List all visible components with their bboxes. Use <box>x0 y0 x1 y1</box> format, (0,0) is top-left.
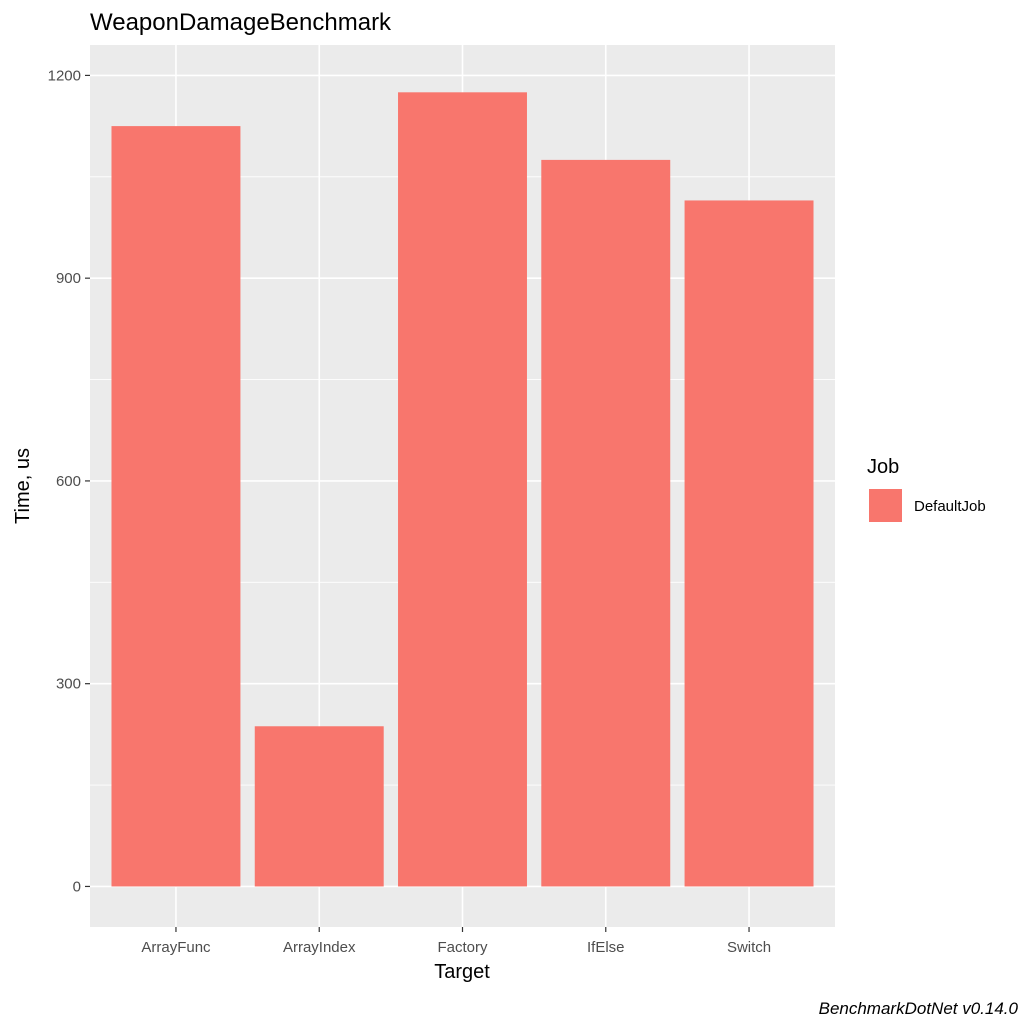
legend-label: DefaultJob <box>914 498 986 515</box>
bar <box>111 126 241 887</box>
bar <box>684 200 814 887</box>
x-tick-label: IfElse <box>587 939 625 956</box>
x-tick-label: ArrayIndex <box>283 939 356 956</box>
x-tick-label: Switch <box>727 939 771 956</box>
x-tick-label: ArrayFunc <box>141 939 211 956</box>
y-tick-label: 600 <box>56 473 81 490</box>
y-tick-label: 1200 <box>48 67 81 84</box>
y-tick-label: 900 <box>56 270 81 287</box>
bar <box>398 92 527 887</box>
x-axis: ArrayFunc ArrayIndex Factory IfElse Switch <box>141 927 771 956</box>
bar <box>254 726 384 887</box>
legend-key <box>869 489 902 522</box>
chart-title: WeaponDamageBenchmark <box>90 9 392 36</box>
bars <box>111 92 814 887</box>
y-axis-title: Time, us <box>12 448 34 524</box>
y-axis: 0 300 600 900 1200 <box>48 67 90 895</box>
y-tick-label: 300 <box>56 676 81 693</box>
bar <box>541 159 671 887</box>
caption: BenchmarkDotNet v0.14.0 <box>819 999 1019 1018</box>
legend-title: Job <box>867 456 899 478</box>
y-tick-label: 0 <box>73 878 81 895</box>
legend: Job DefaultJob <box>867 456 986 522</box>
x-tick-label: Factory <box>437 939 488 956</box>
x-axis-title: Target <box>434 961 490 983</box>
